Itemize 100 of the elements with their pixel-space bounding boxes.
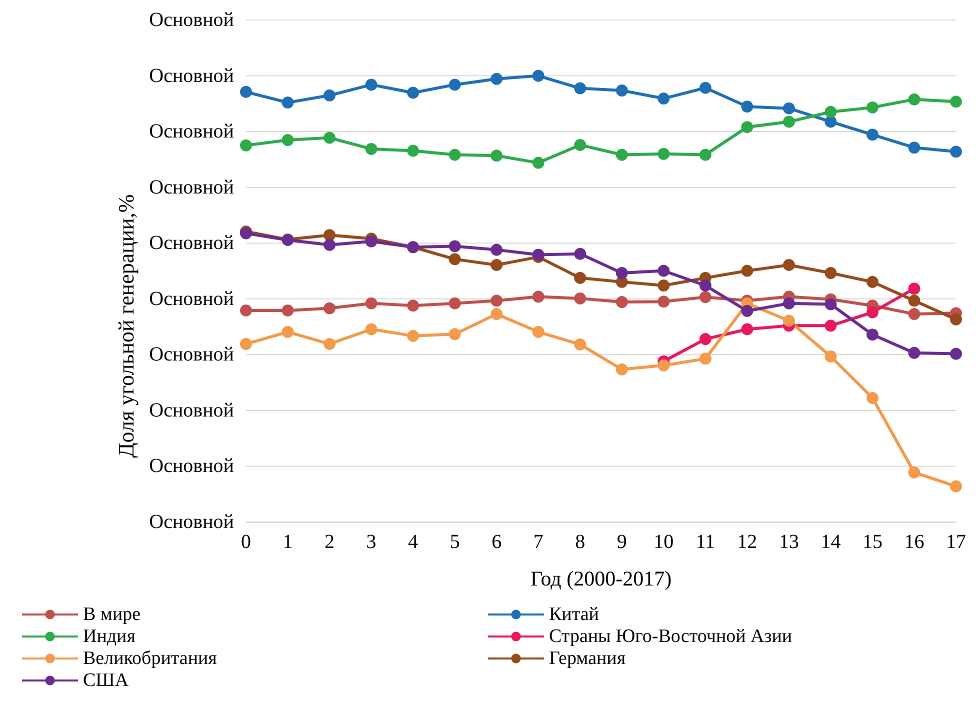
point [574,292,586,304]
point [824,106,837,118]
point [448,240,461,252]
point [448,297,461,310]
x-tick-label: 2 [324,531,335,553]
point [574,338,586,350]
point [616,363,628,376]
point [324,338,336,350]
point [741,264,754,277]
legend-label: Индия [83,626,136,647]
point [574,272,586,284]
point [282,134,294,146]
point [741,323,754,336]
point [908,346,920,359]
x-tick-label: 1 [282,531,293,553]
point [658,264,670,277]
point [908,142,920,154]
point [782,314,795,327]
x-tick-label: 15 [862,531,882,553]
point [616,148,628,161]
point [532,326,544,338]
x-tick-label: 13 [778,531,799,553]
point [950,480,962,492]
point [782,116,795,128]
point [866,392,878,404]
point [490,258,503,271]
point [407,300,420,312]
point [574,82,586,94]
point [490,72,503,85]
point [824,267,837,280]
point [407,86,420,99]
point [490,150,503,162]
text: Основной [149,399,234,422]
point [407,330,420,342]
point [658,280,670,292]
point [699,82,712,94]
legend-label: Великобритания [83,648,218,669]
x-tick-label: 12 [737,531,758,553]
x-tick-label: 16 [904,531,924,553]
point [365,142,378,155]
point [324,229,336,242]
point [240,338,252,350]
point [699,280,712,292]
point [699,352,712,365]
point [741,100,754,113]
point [240,139,252,152]
point [365,78,378,91]
point [908,308,920,320]
x-tick-label: 4 [408,531,418,553]
point [532,70,544,82]
legend-label: США [83,670,129,691]
text: Основной [149,64,234,87]
x-tick-label: 9 [616,531,627,553]
point [574,138,586,151]
point [782,297,795,310]
text: Основной [149,120,234,143]
point [866,306,878,318]
text: Основной [149,288,234,310]
point [950,146,962,158]
point [824,350,837,362]
text: Основной [149,511,234,533]
point [741,121,754,134]
point [616,84,628,96]
point [240,304,252,316]
y-axis-title: Доля угольной генерации,% [114,194,138,458]
point [448,253,461,266]
x-tick-label: 0 [241,531,251,553]
point [282,326,294,338]
point [658,148,670,160]
point [699,148,712,161]
point [448,148,461,161]
legend-label: Страны Юго-Восточной Азии [549,626,792,647]
point [490,308,503,320]
point [365,323,378,336]
text: Основной [149,455,234,478]
point [658,92,670,105]
point [824,320,837,332]
x-axis-title: Год (2000-2017) [530,566,672,590]
point [365,297,378,310]
x-tick-label: 17 [946,531,966,553]
point [699,333,712,346]
point [782,102,795,114]
point [866,101,878,114]
point [824,298,837,310]
point [324,89,336,102]
point [365,235,378,248]
point [324,238,336,251]
x-tick-label: 7 [533,531,544,553]
point [658,359,670,372]
point [574,248,586,260]
point [950,96,962,108]
point [908,466,920,478]
point [950,313,962,326]
point [908,93,920,106]
text: Основной [149,176,234,198]
point [282,96,294,109]
point [616,267,628,280]
point [908,294,920,307]
legend-label: Китай [549,604,599,625]
x-tick-label: 3 [366,531,376,553]
